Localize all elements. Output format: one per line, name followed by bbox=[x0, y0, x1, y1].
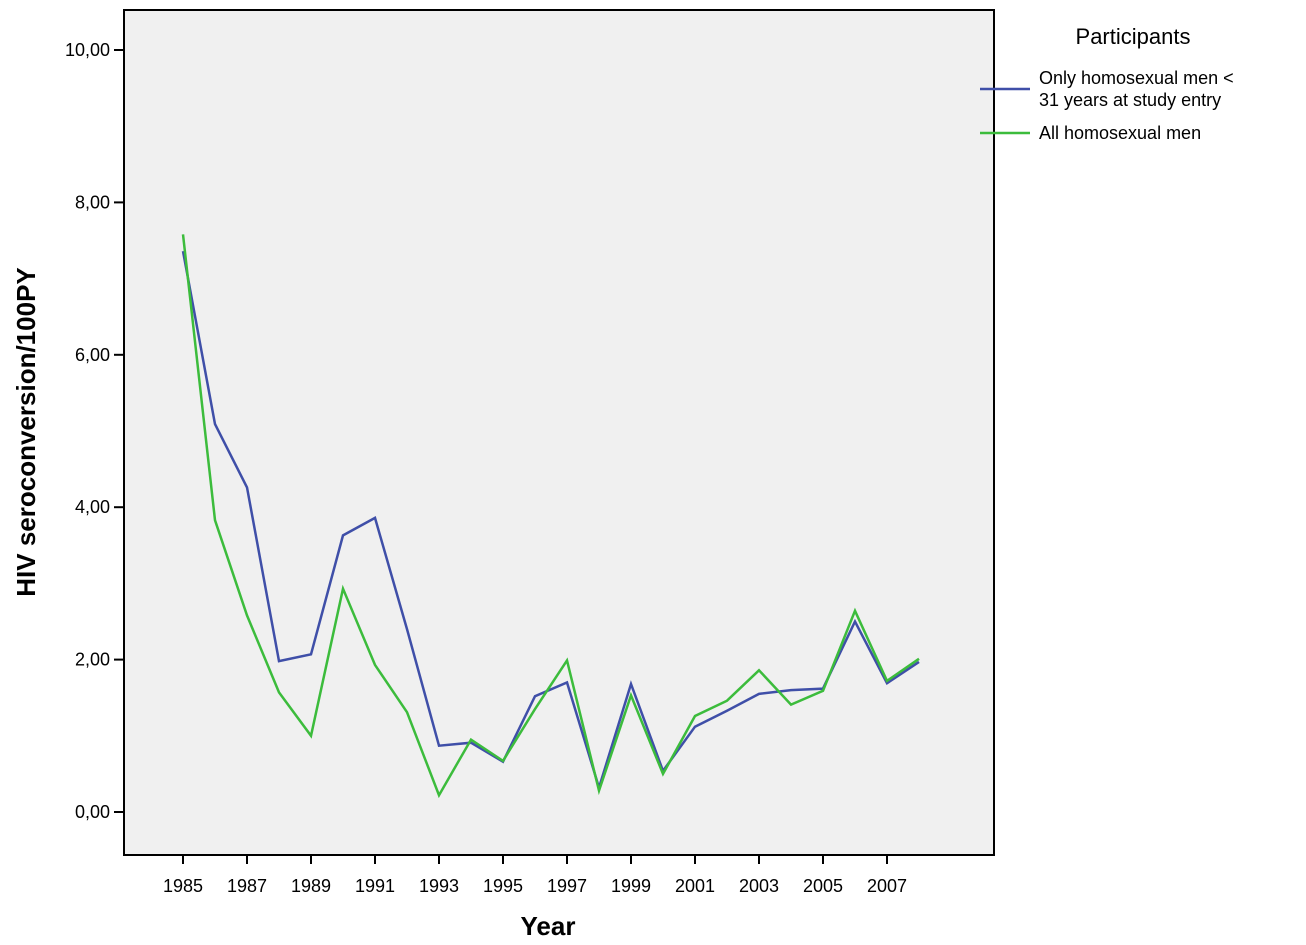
x-tick-label: 2003 bbox=[739, 876, 779, 896]
x-tick-label: 1989 bbox=[291, 876, 331, 896]
legend: Participants Only homosexual men <31 yea… bbox=[980, 24, 1234, 143]
series-group bbox=[181, 234, 920, 799]
plot-area bbox=[123, 9, 995, 856]
legend-label-1: Only homosexual men < bbox=[1039, 68, 1234, 88]
x-axis-title: Year bbox=[521, 911, 576, 941]
x-tick-label: 1999 bbox=[611, 876, 651, 896]
y-axis: 0,00 2,00 4,00 6,00 8,00 10,00 bbox=[65, 40, 124, 822]
x-tick-label: 1993 bbox=[419, 876, 459, 896]
series-line-2 bbox=[181, 234, 920, 799]
series-line-1 bbox=[181, 250, 920, 792]
y-tick-label: 2,00 bbox=[75, 650, 110, 670]
legend-label-2: All homosexual men bbox=[1039, 123, 1201, 143]
y-tick-label: 0,00 bbox=[75, 802, 110, 822]
x-tick-label: 1995 bbox=[483, 876, 523, 896]
x-tick-label: 2005 bbox=[803, 876, 843, 896]
x-tick-label: 2001 bbox=[675, 876, 715, 896]
x-tick-label: 1987 bbox=[227, 876, 267, 896]
x-axis: 1985 1987 1989 1991 1993 1995 1997 1999 2001 2003… bbox=[163, 855, 907, 896]
x-tick-label: 1991 bbox=[355, 876, 395, 896]
legend-title: Participants bbox=[1076, 24, 1191, 49]
x-tick-label: 2007 bbox=[867, 876, 907, 896]
y-tick-label: 6,00 bbox=[75, 345, 110, 365]
y-axis-title: HIV seroconversion/100PY bbox=[11, 267, 41, 596]
legend-label-1: 31 years at study entry bbox=[1039, 90, 1221, 110]
y-tick-label: 8,00 bbox=[75, 192, 110, 212]
x-tick-label: 1997 bbox=[547, 876, 587, 896]
x-tick-label: 1985 bbox=[163, 876, 203, 896]
y-tick-label: 4,00 bbox=[75, 497, 110, 517]
y-tick-label: 10,00 bbox=[65, 40, 110, 60]
